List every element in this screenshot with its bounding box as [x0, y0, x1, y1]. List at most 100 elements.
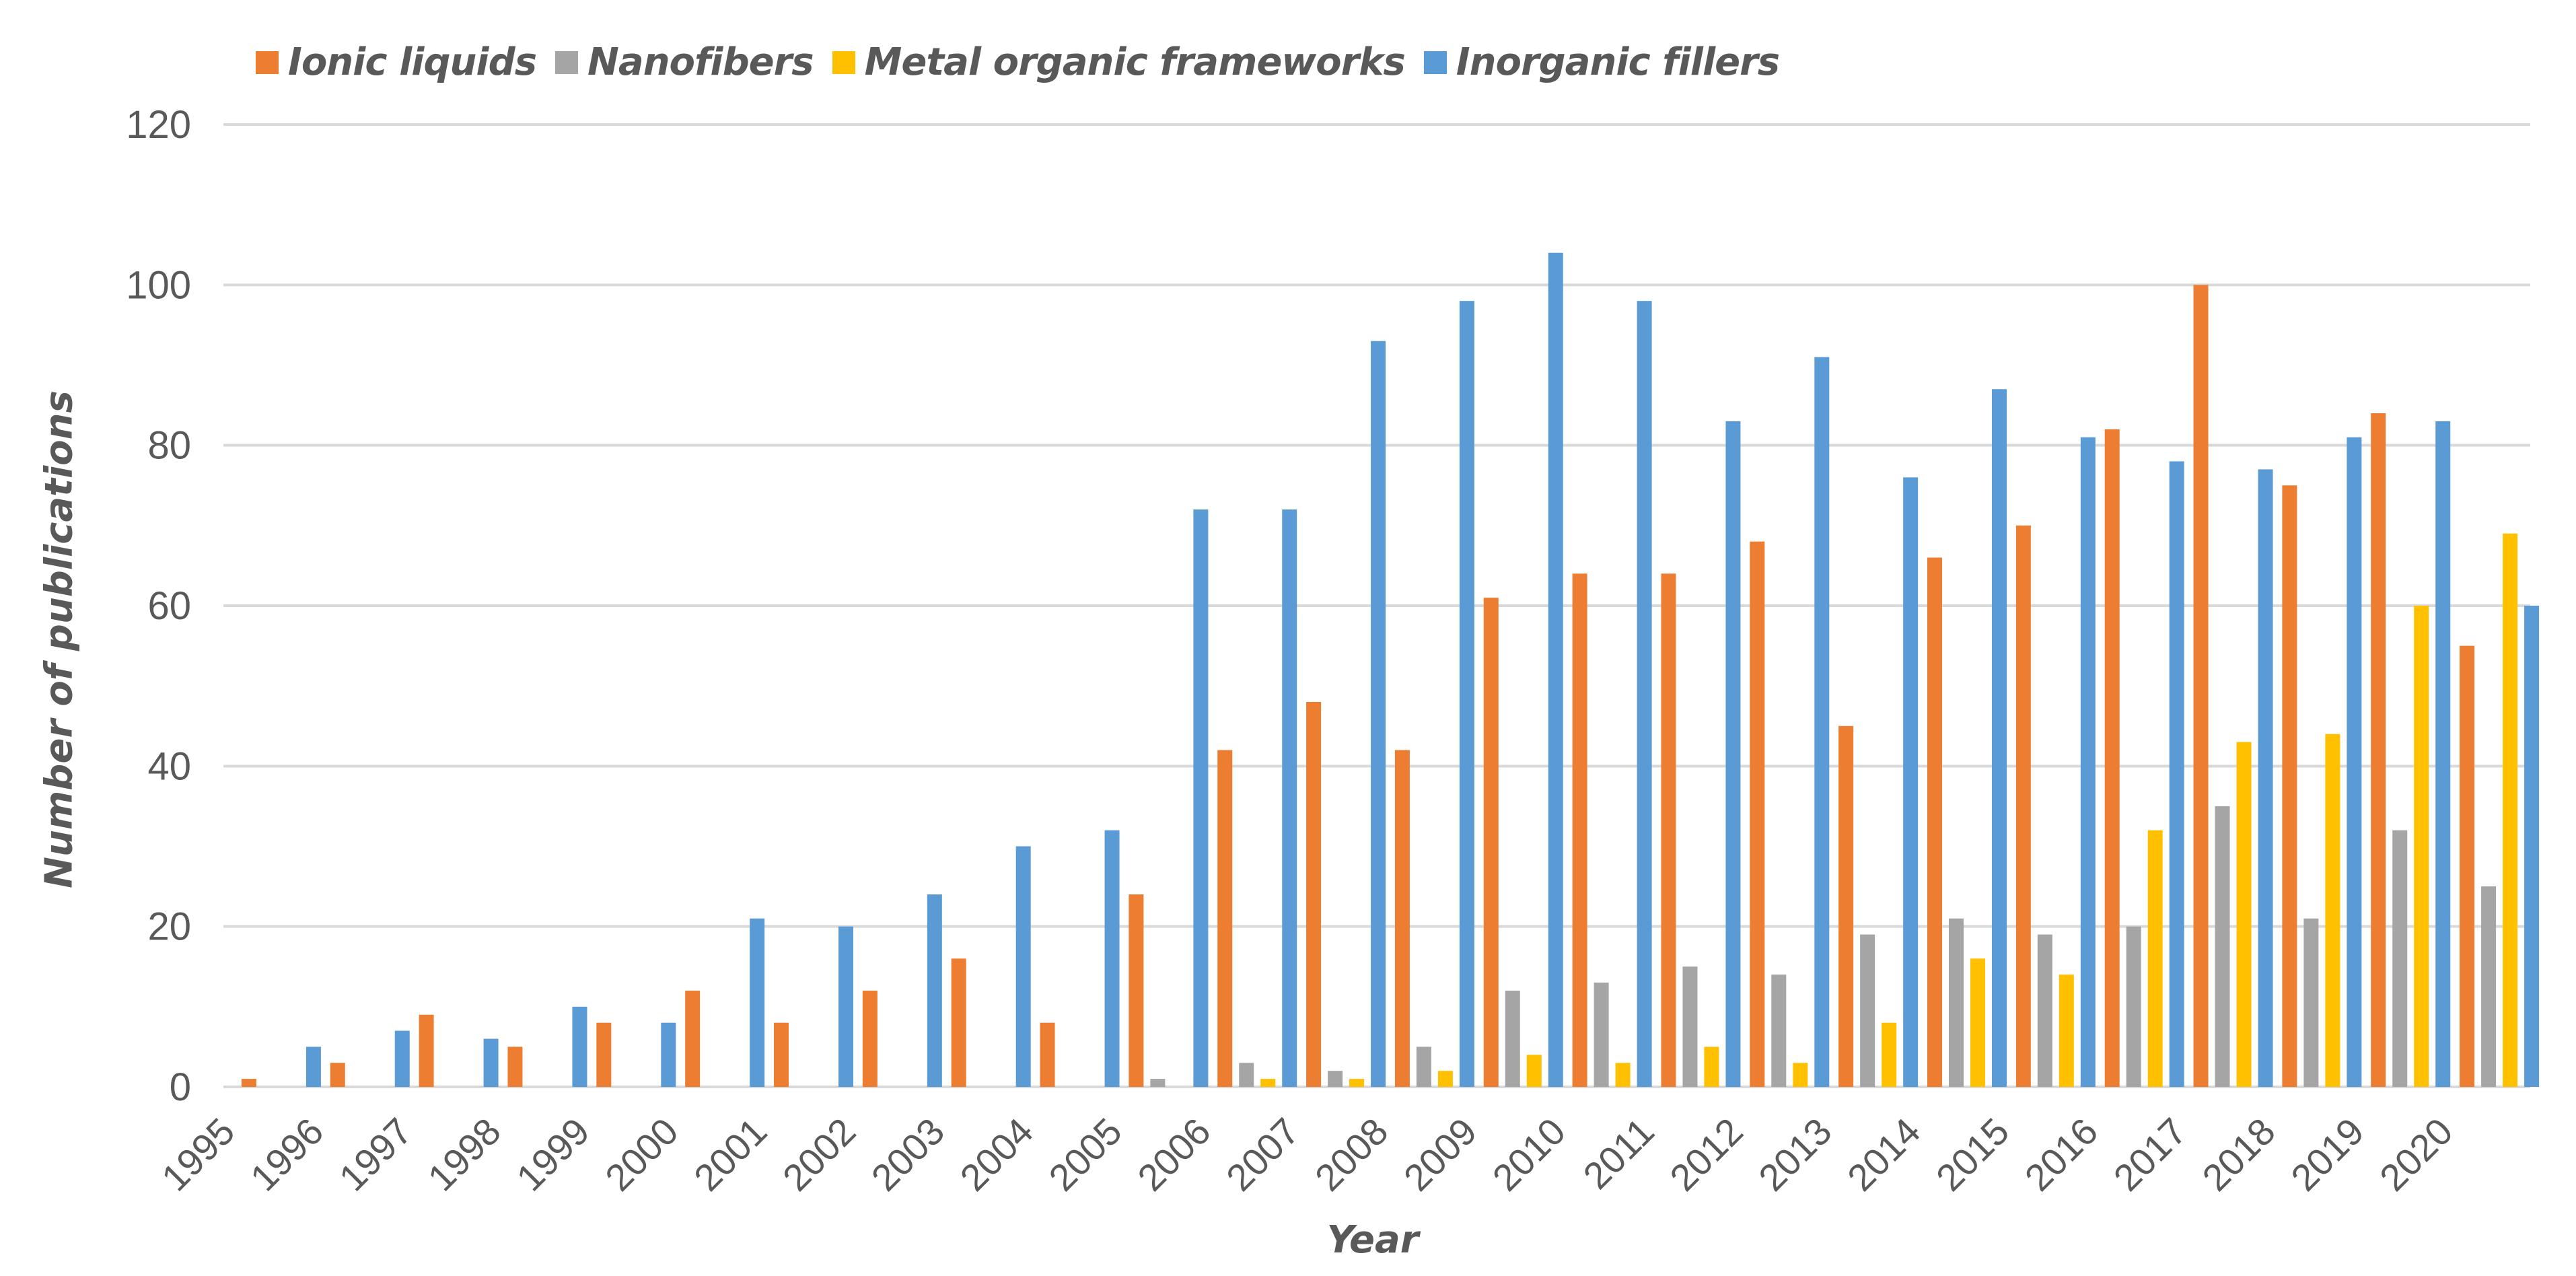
x-tick-label: 2010	[1484, 1110, 1574, 1199]
legend-label: Ionic liquids	[288, 40, 537, 84]
bar	[2126, 926, 2141, 1087]
legend-swatch-nanofibers	[555, 50, 579, 74]
x-tick-label: 2001	[686, 1110, 775, 1199]
bar	[1814, 357, 1830, 1088]
bar	[685, 991, 701, 1087]
bar	[1750, 541, 1765, 1087]
bar	[1682, 966, 1698, 1087]
bar	[1306, 702, 1322, 1087]
x-tick-label: 1997	[331, 1110, 421, 1199]
legend-item-mof: Metal organic frameworks	[832, 40, 1406, 84]
bar	[330, 1063, 345, 1087]
bar	[419, 1014, 434, 1087]
bar	[2015, 525, 2031, 1087]
bar	[1416, 1047, 1431, 1087]
bar	[1594, 983, 1609, 1087]
x-tick-label: 2004	[952, 1110, 1041, 1199]
bar	[483, 1038, 499, 1087]
bar	[2524, 606, 2540, 1087]
bar	[2080, 437, 2096, 1087]
x-tick-label: 2019	[2283, 1110, 2372, 1199]
bar	[1260, 1079, 1276, 1087]
bar	[1992, 389, 2007, 1087]
bar	[1949, 918, 1964, 1087]
bar	[1572, 573, 1587, 1087]
bar	[1040, 1022, 1055, 1087]
x-tick-label: 2017	[2105, 1110, 2194, 1199]
y-axis-title: Number of publications	[37, 390, 81, 888]
bar	[1637, 301, 1652, 1088]
bar	[2371, 413, 2386, 1087]
x-tick-label: 2002	[775, 1110, 864, 1199]
y-tick-label: 100	[126, 263, 191, 307]
bar	[927, 894, 942, 1087]
x-axis-title: Year	[1326, 1218, 1419, 1262]
bar	[1793, 1063, 1808, 1087]
legend-swatch-ionic-liquids	[256, 50, 279, 74]
bar	[1882, 1022, 1897, 1087]
bar	[2460, 645, 2475, 1087]
bar	[2503, 533, 2518, 1087]
bar	[2347, 437, 2362, 1087]
bar	[1970, 958, 1985, 1087]
bar	[661, 1022, 676, 1087]
bar	[1661, 573, 1676, 1087]
legend-swatch-mof	[832, 50, 855, 74]
legend-label: Inorganic fillers	[1456, 40, 1780, 84]
bar	[572, 1006, 587, 1087]
x-tick-label: 2012	[1661, 1110, 1751, 1199]
bar	[2258, 469, 2273, 1087]
x-tick-label: 2000	[597, 1110, 686, 1199]
bar	[1725, 421, 1741, 1087]
bar	[1903, 477, 1919, 1087]
x-tick-label: 2015	[1928, 1110, 2017, 1199]
bar	[2303, 918, 2319, 1087]
x-tick-label: 2013	[1750, 1110, 1840, 1199]
bar	[1217, 750, 1233, 1087]
bar	[1860, 934, 1875, 1087]
x-tick-label: 2009	[1396, 1110, 1485, 1199]
bar	[2147, 830, 2163, 1087]
bar	[2282, 485, 2297, 1087]
bar	[1615, 1063, 1631, 1087]
legend-item-ionic-liquids: Ionic liquids	[256, 40, 537, 84]
legend-label: Metal organic frameworks	[864, 40, 1406, 84]
bar	[507, 1047, 523, 1087]
x-tick-label: 2020	[2371, 1110, 2461, 1199]
bar	[1526, 1055, 1542, 1087]
legend-swatch-inorganic-fillers	[1423, 50, 1447, 74]
x-tick-label: 1995	[153, 1110, 243, 1199]
bar	[1704, 1047, 1719, 1087]
bar	[1349, 1079, 1365, 1087]
x-tick-label: 2005	[1040, 1110, 1130, 1199]
x-tick-label: 2011	[1575, 1110, 1662, 1197]
bar	[2104, 429, 2120, 1087]
bar	[2193, 285, 2209, 1087]
bar	[306, 1047, 321, 1087]
bar	[750, 918, 765, 1087]
bar	[2059, 974, 2074, 1087]
y-tick-label: 80	[147, 424, 191, 468]
bar	[951, 958, 966, 1087]
y-tick-label: 40	[147, 744, 191, 788]
bar	[2435, 421, 2451, 1087]
bar	[394, 1030, 410, 1087]
x-tick-label: 2014	[1839, 1110, 1929, 1199]
bar	[1328, 1071, 1343, 1087]
bar	[1394, 750, 1410, 1087]
bar	[1193, 509, 1209, 1087]
bar	[1838, 725, 1854, 1087]
bar	[2414, 606, 2429, 1087]
bar	[1437, 1071, 1453, 1087]
bar	[1927, 557, 1942, 1087]
bar	[241, 1079, 256, 1087]
bar	[774, 1022, 789, 1087]
bar	[1371, 341, 1386, 1087]
bar	[1771, 974, 1787, 1087]
bar	[2236, 742, 2252, 1087]
legend-item-inorganic-fillers: Inorganic fillers	[1423, 40, 1780, 84]
legend: Ionic liquids Nanofibers Metal organic f…	[256, 40, 1780, 84]
x-tick-label: 2006	[1129, 1110, 1219, 1199]
x-tick-label: 1999	[508, 1110, 598, 1199]
